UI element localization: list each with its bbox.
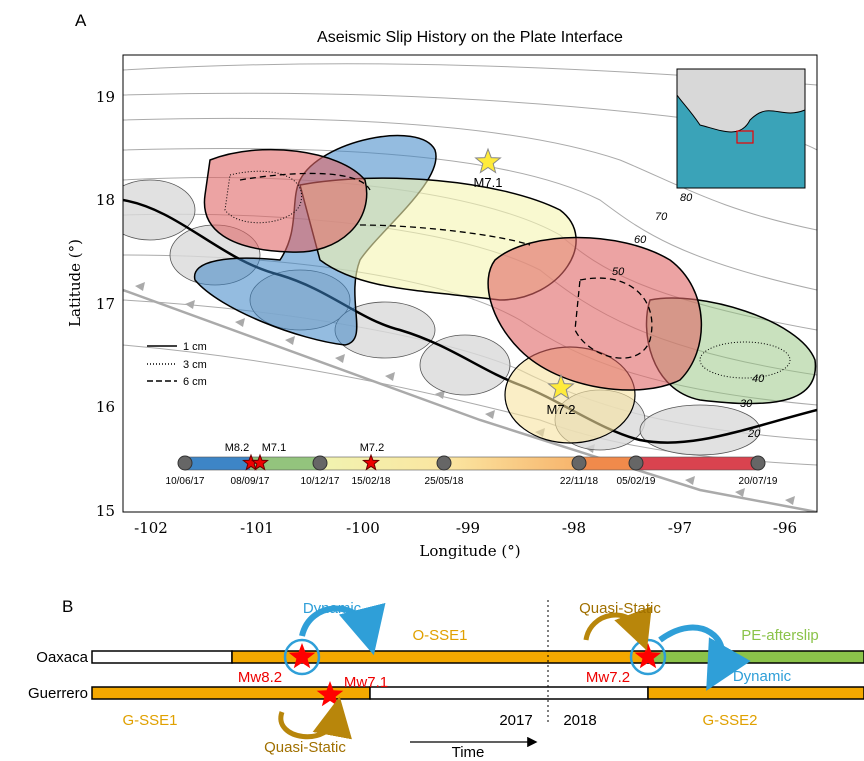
event-label: M7.2 bbox=[360, 442, 384, 454]
date-label: 15/02/18 bbox=[352, 476, 391, 487]
star bbox=[635, 643, 662, 668]
y-tick-label: 19 bbox=[96, 88, 115, 106]
annotation: G-SSE2 bbox=[702, 712, 757, 729]
y-tick-label: 18 bbox=[96, 191, 115, 209]
annotation: Quasi-Static bbox=[579, 600, 661, 617]
annotation: Quasi-Static bbox=[264, 739, 346, 756]
legend-label: 3 cm bbox=[183, 359, 207, 371]
contour-label: 80 bbox=[680, 192, 693, 204]
annotation: 2018 bbox=[563, 712, 596, 729]
slip-red-west bbox=[204, 150, 366, 253]
event-label: M8.2 bbox=[225, 442, 249, 454]
date-label: 05/02/19 bbox=[617, 476, 656, 487]
x-tick-label: -97 bbox=[668, 519, 692, 537]
contour-label: 70 bbox=[655, 211, 668, 223]
x-tick-label: -96 bbox=[773, 519, 797, 537]
date-label: 25/05/18 bbox=[425, 476, 464, 487]
contour-label: 60 bbox=[634, 234, 647, 246]
annotation: O-SSE1 bbox=[412, 627, 467, 644]
y-axis-label: Latitude (°) bbox=[66, 239, 84, 327]
date-label: 10/06/17 bbox=[166, 476, 205, 487]
date-label: 08/09/17 bbox=[231, 476, 270, 487]
date-label: 20/07/19 bbox=[739, 476, 778, 487]
y-tick-label: 17 bbox=[96, 295, 115, 313]
inset-map bbox=[677, 69, 805, 188]
contour-label: 20 bbox=[747, 428, 761, 440]
panel-label: A bbox=[75, 11, 87, 30]
y-axis: 19 18 17 16 15 Latitude (°) bbox=[66, 88, 115, 520]
annotation: 2017 bbox=[499, 712, 532, 729]
panel-label: B bbox=[62, 597, 73, 616]
annotation: Time bbox=[452, 744, 485, 761]
arrow-quasi-static bbox=[586, 615, 640, 640]
event-label: M7.1 bbox=[262, 442, 286, 454]
earthquake-label: M7.2 bbox=[547, 402, 576, 417]
annotation: Mw8.2 bbox=[238, 669, 282, 686]
title: Aseismic Slip History on the Plate Inter… bbox=[317, 29, 623, 46]
x-tick-label: -102 bbox=[134, 519, 168, 537]
date-label: 10/12/17 bbox=[301, 476, 340, 487]
y-tick-label: 15 bbox=[96, 502, 115, 520]
x-tick-label: -100 bbox=[346, 519, 380, 537]
x-axis-label: Longitude (°) bbox=[419, 542, 520, 560]
row-label: Guerrero bbox=[28, 685, 88, 702]
row-label: Oaxaca bbox=[36, 649, 88, 666]
star bbox=[289, 643, 316, 668]
x-tick-label: -98 bbox=[562, 519, 586, 537]
contour-label: 40 bbox=[752, 373, 765, 385]
legend-label: 6 cm bbox=[183, 376, 207, 388]
y-tick-label: 16 bbox=[96, 398, 115, 416]
earthquake-label: M7.1 bbox=[474, 175, 503, 190]
annotation: Mw7.1 bbox=[344, 674, 388, 691]
annotation: Dynamic bbox=[733, 668, 792, 685]
legend-label: 1 cm bbox=[183, 341, 207, 353]
arrow-quasi-static bbox=[281, 712, 336, 737]
annotation: PE-afterslip bbox=[741, 627, 819, 644]
figure: A Aseismic Slip History on the Plate Int… bbox=[0, 0, 864, 761]
annotation: Mw7.2 bbox=[586, 669, 630, 686]
star bbox=[317, 681, 344, 706]
contour-label: 30 bbox=[740, 398, 753, 410]
annotation: G-SSE1 bbox=[122, 712, 177, 729]
x-tick-label: -99 bbox=[456, 519, 480, 537]
x-axis: -102 -101 -100 -99 -98 -97 -96 Longitude… bbox=[134, 519, 797, 560]
annotation: Dynamic bbox=[303, 600, 362, 617]
contour-label: 50 bbox=[612, 266, 625, 278]
x-tick-label: -101 bbox=[240, 519, 274, 537]
date-label: 22/11/18 bbox=[560, 476, 599, 487]
